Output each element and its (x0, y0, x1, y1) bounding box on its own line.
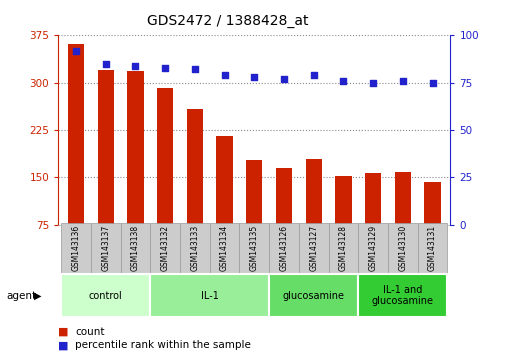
Text: GDS2472 / 1388428_at: GDS2472 / 1388428_at (146, 14, 308, 28)
Point (131, 63, 139, 69)
Bar (68, 44, 84, 225)
Text: agent: agent (6, 291, 36, 301)
Text: GSM143136: GSM143136 (71, 224, 80, 271)
Text: count: count (75, 327, 104, 337)
Bar (298, 223, 328, 274)
Text: glucosamine: glucosamine (282, 291, 344, 301)
Point (398, 78, 406, 84)
Text: GSM143132: GSM143132 (160, 224, 169, 271)
Bar (269, 223, 298, 274)
Text: percentile rank within the sample: percentile rank within the sample (75, 340, 250, 350)
Text: GSM143130: GSM143130 (397, 224, 407, 271)
Text: GSM143128: GSM143128 (338, 225, 347, 271)
Text: GSM143126: GSM143126 (279, 224, 288, 271)
Point (190, 67, 198, 72)
Text: GSM143127: GSM143127 (309, 224, 318, 271)
Bar (358, 223, 387, 274)
Text: ▶: ▶ (34, 291, 42, 301)
Bar (120, 223, 150, 274)
Bar (150, 223, 180, 274)
Point (368, 80, 376, 86)
Bar (61, 274, 150, 317)
Bar (186, 109, 203, 225)
Bar (364, 173, 380, 225)
Bar (127, 72, 143, 225)
Point (161, 65, 169, 70)
Text: GSM143129: GSM143129 (368, 224, 377, 271)
Bar (239, 223, 269, 274)
Bar (97, 70, 114, 225)
Text: GSM143131: GSM143131 (427, 224, 436, 271)
Text: ■: ■ (58, 327, 69, 337)
Text: control: control (89, 291, 122, 301)
Bar (245, 160, 262, 225)
Bar (216, 136, 232, 225)
Bar (157, 88, 173, 225)
Bar (275, 168, 291, 225)
Bar (328, 223, 358, 274)
Bar (387, 223, 417, 274)
Point (72, 48, 80, 53)
Text: GSM143133: GSM143133 (190, 224, 199, 271)
Bar (394, 172, 410, 225)
Point (339, 78, 347, 84)
Bar (180, 223, 209, 274)
Bar (334, 176, 351, 225)
Point (428, 80, 436, 86)
Point (250, 74, 258, 80)
Text: IL-1: IL-1 (200, 291, 218, 301)
Text: IL-1 and
glucosamine: IL-1 and glucosamine (371, 285, 433, 307)
Bar (209, 223, 239, 274)
Point (220, 72, 228, 78)
Point (102, 61, 110, 67)
Bar (417, 223, 446, 274)
Bar (61, 223, 91, 274)
Text: GSM143134: GSM143134 (220, 224, 229, 271)
Text: ■: ■ (58, 340, 69, 350)
Point (279, 76, 287, 82)
Bar (91, 223, 120, 274)
Bar (150, 274, 269, 317)
Bar (358, 274, 446, 317)
Point (309, 72, 317, 78)
Bar (269, 274, 358, 317)
Text: GSM143135: GSM143135 (249, 224, 258, 271)
Bar (305, 159, 321, 225)
Bar (424, 182, 440, 225)
Text: GSM143138: GSM143138 (131, 224, 140, 271)
Text: GSM143137: GSM143137 (101, 224, 110, 271)
